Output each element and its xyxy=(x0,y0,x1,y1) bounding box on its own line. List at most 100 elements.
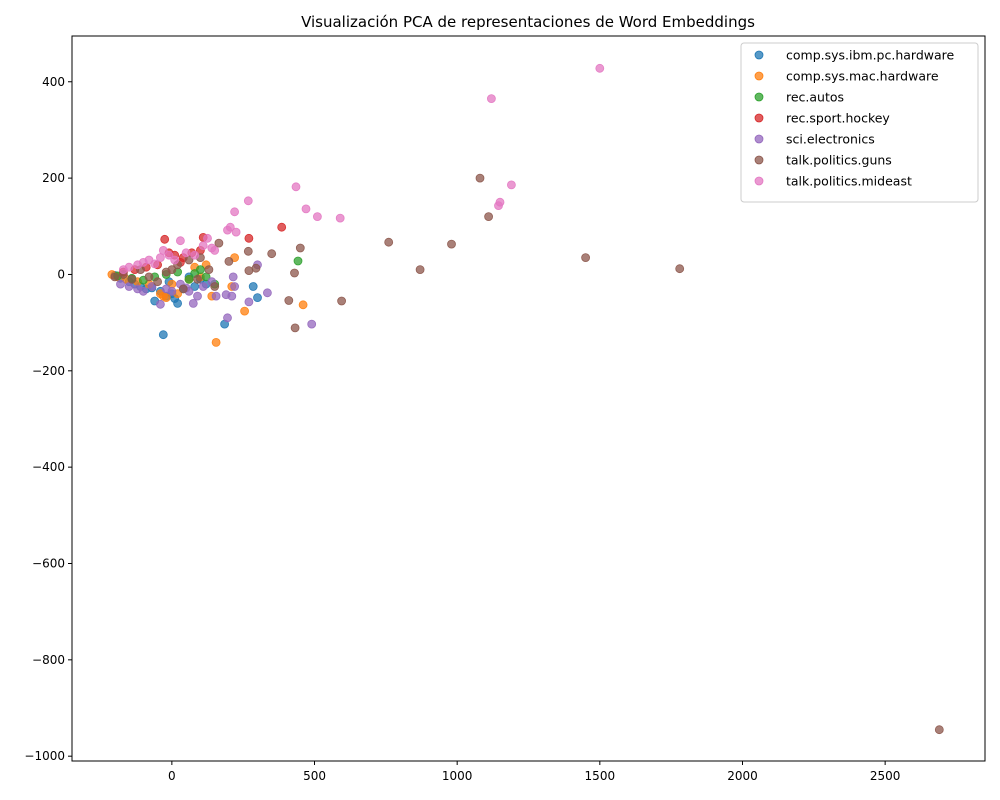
y-tick-label: −600 xyxy=(32,556,65,570)
y-tick-label: −200 xyxy=(32,364,65,378)
data-point xyxy=(173,298,183,308)
data-point xyxy=(155,253,165,263)
data-point xyxy=(224,256,234,266)
data-point xyxy=(223,313,232,323)
data-point xyxy=(175,236,185,246)
data-point xyxy=(184,274,194,284)
data-point xyxy=(335,213,345,223)
data-point xyxy=(211,337,221,347)
data-point xyxy=(227,291,237,301)
points-layer xyxy=(107,63,944,735)
y-tick-label: −800 xyxy=(32,653,65,667)
data-point xyxy=(253,293,262,303)
data-point xyxy=(167,265,177,275)
x-tick-label: 0 xyxy=(168,769,176,783)
data-point xyxy=(138,286,148,296)
x-tick-label: 1000 xyxy=(442,769,473,783)
data-point xyxy=(116,279,125,289)
data-point xyxy=(251,263,261,273)
data-point xyxy=(244,233,254,243)
legend-marker xyxy=(754,176,764,186)
data-point xyxy=(475,173,485,183)
x-tick-label: 500 xyxy=(303,769,326,783)
data-point xyxy=(167,286,177,296)
chart-title: Visualización PCA de representaciones de… xyxy=(301,13,755,31)
data-point xyxy=(193,291,202,301)
data-point xyxy=(153,277,163,287)
y-tick-label: −400 xyxy=(32,460,65,474)
data-point xyxy=(243,196,253,206)
legend-marker xyxy=(754,50,764,60)
data-point xyxy=(230,282,240,291)
data-point xyxy=(203,233,212,243)
data-point xyxy=(675,264,685,274)
legend-label: comp.sys.mac.hardware xyxy=(786,69,939,84)
legend-marker xyxy=(754,113,764,123)
x-axis: 0 500 1000 1500 2000 2500 xyxy=(168,761,900,783)
data-point xyxy=(110,272,120,282)
legend: comp.sys.ibm.pc.hardware comp.sys.mac.har… xyxy=(740,42,979,203)
data-point xyxy=(230,207,240,217)
legend-marker xyxy=(754,155,764,165)
legend-label: rec.sport.hockey xyxy=(786,111,890,126)
data-point xyxy=(204,265,214,275)
legend-marker xyxy=(754,92,764,102)
data-point xyxy=(211,291,221,301)
data-point xyxy=(188,298,198,308)
data-point xyxy=(147,282,157,291)
y-axis: 400 200 0 −200 −400 −600 −800 −1000 xyxy=(24,75,72,763)
data-point xyxy=(210,245,220,255)
data-point xyxy=(291,182,301,192)
data-point xyxy=(178,284,188,294)
data-point xyxy=(293,256,303,266)
data-point xyxy=(384,237,394,247)
data-point xyxy=(127,274,137,284)
series-4 xyxy=(116,260,317,329)
data-point xyxy=(934,725,944,735)
data-point xyxy=(144,272,154,282)
data-point xyxy=(290,323,300,333)
data-point xyxy=(198,241,208,251)
y-tick-label: 200 xyxy=(42,171,65,185)
data-point xyxy=(595,63,605,73)
data-point xyxy=(158,245,168,255)
data-point xyxy=(161,293,171,303)
data-point xyxy=(160,234,170,244)
y-tick-label: −1000 xyxy=(24,749,65,763)
legend-label: talk.politics.mideast xyxy=(786,174,912,189)
data-point xyxy=(337,296,347,306)
data-point xyxy=(262,288,272,298)
data-point xyxy=(301,204,311,214)
y-tick-label: 0 xyxy=(57,267,65,281)
data-point xyxy=(158,330,168,340)
data-point xyxy=(240,306,250,316)
data-point xyxy=(415,265,425,275)
x-tick-label: 2500 xyxy=(870,769,901,783)
plot-frame xyxy=(71,35,986,762)
data-point xyxy=(228,272,238,282)
series-6 xyxy=(119,63,605,275)
data-point xyxy=(486,94,496,103)
legend-box xyxy=(740,42,979,203)
data-point xyxy=(267,249,277,259)
legend-marker xyxy=(754,71,764,81)
data-point xyxy=(447,239,456,249)
data-point xyxy=(243,246,253,256)
legend-marker xyxy=(754,134,764,144)
data-point xyxy=(198,282,208,291)
data-point xyxy=(506,180,516,190)
legend-label: talk.politics.guns xyxy=(786,153,892,168)
data-point xyxy=(225,222,235,232)
y-tick-label: 400 xyxy=(42,75,65,89)
data-point xyxy=(210,282,220,291)
legend-label: comp.sys.ibm.pc.hardware xyxy=(786,48,955,63)
data-point xyxy=(193,274,202,284)
x-tick-label: 1500 xyxy=(585,769,616,783)
x-tick-label: 2000 xyxy=(727,769,758,783)
data-point xyxy=(181,248,191,258)
data-point xyxy=(231,227,241,237)
data-point xyxy=(170,255,180,265)
data-point xyxy=(164,250,174,260)
